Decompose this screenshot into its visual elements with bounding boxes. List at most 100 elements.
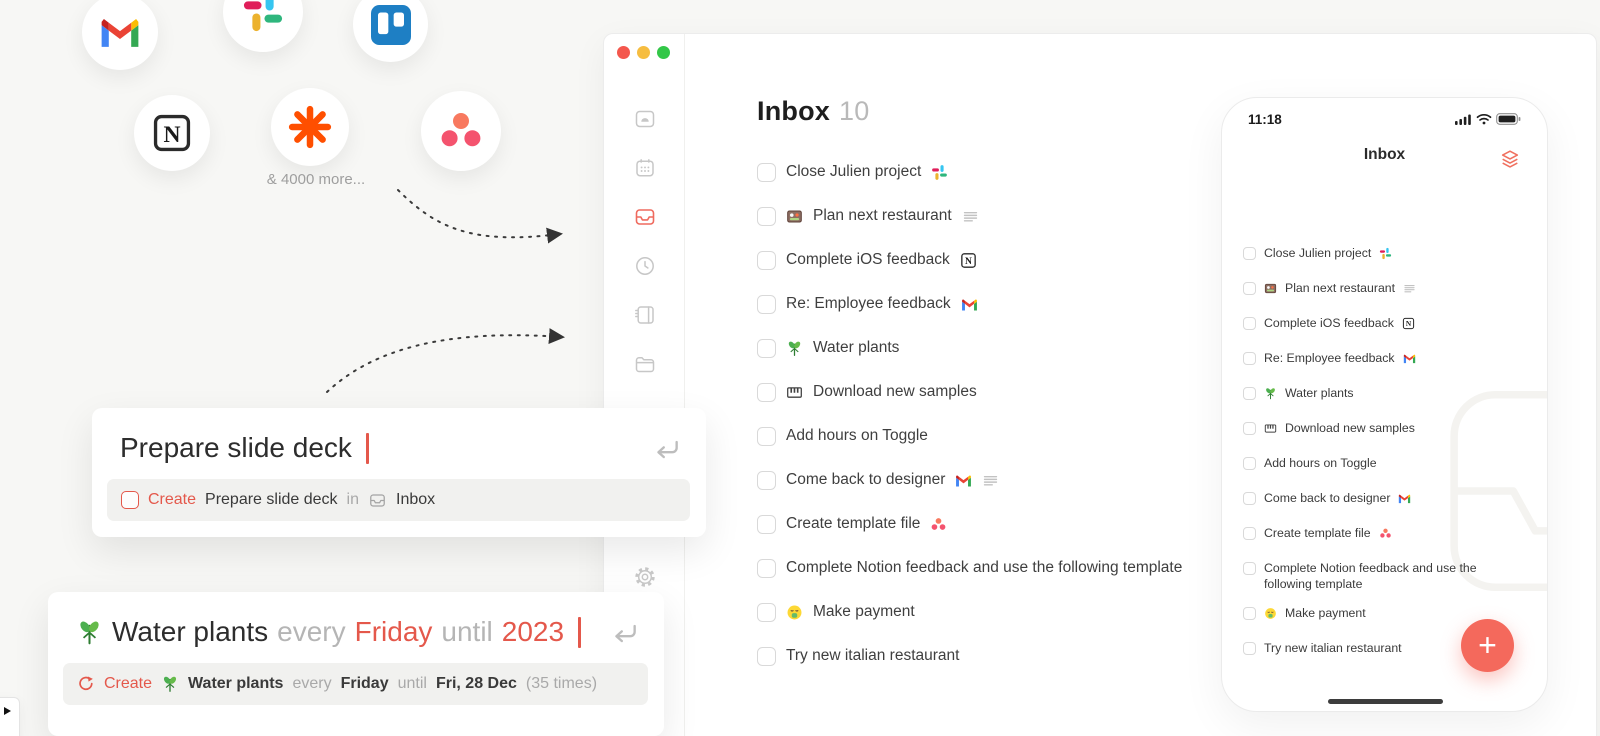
task-checkbox[interactable] (757, 514, 776, 534)
carousel-next-button[interactable] (0, 697, 20, 736)
quick-add-suggestion[interactable]: Create Prepare slide deck in Inbox (107, 479, 690, 521)
task-row[interactable]: Complete Notion feedback and use the fol… (1243, 560, 1525, 592)
task-label: Re: Employee feedback (1264, 351, 1395, 365)
task-checkbox[interactable] (1243, 247, 1256, 260)
task-row[interactable]: Re: Employee feedback (1243, 350, 1525, 372)
layers-icon[interactable] (1499, 148, 1521, 175)
token-dark: Water plants (112, 616, 269, 647)
task-row[interactable]: Create template file (757, 502, 1182, 546)
task-checkbox[interactable] (1243, 562, 1256, 575)
task-checkbox[interactable] (1243, 387, 1256, 400)
task-checkbox[interactable] (757, 470, 776, 490)
zoom-window-icon[interactable] (657, 46, 670, 59)
phone-status-bar: 11:18 (1222, 108, 1547, 130)
page-title: Inbox 10 (757, 96, 869, 127)
task-checkbox[interactable] (757, 602, 776, 622)
token-dark: Water plants (188, 675, 284, 692)
task-row[interactable]: Try new italian restaurant (757, 634, 1182, 678)
task-row[interactable]: Complete iOS feedback N (757, 238, 1182, 282)
task-label: Add hours on Toggle (786, 427, 928, 444)
task-row[interactable]: Make payment (1243, 605, 1525, 627)
task-row[interactable]: Try new italian restaurant (1243, 640, 1525, 662)
token-dark: Fri, 28 Dec (435, 675, 517, 692)
task-checkbox[interactable] (757, 426, 776, 446)
task-checkbox[interactable] (1243, 527, 1256, 540)
notion-icon: N (1402, 317, 1415, 330)
task-checkbox[interactable] (1243, 607, 1256, 620)
sidebar-item-folder-icon[interactable] (604, 339, 685, 388)
task-checkbox[interactable] (1243, 352, 1256, 365)
quick-add-recurring-suggestion[interactable]: Create Water plants every Friday until Fri, … (63, 663, 648, 705)
task-checkbox[interactable] (757, 646, 776, 666)
task-checkbox[interactable] (757, 338, 776, 358)
task-label: Plan next restaurant (813, 207, 952, 224)
close-window-icon[interactable] (617, 46, 630, 59)
money-icon (786, 604, 803, 621)
task-row[interactable]: Come back to designer (757, 458, 1182, 502)
task-label: Complete Notion feedback and use the fol… (786, 559, 1183, 576)
sidebar-item-journal-icon[interactable] (604, 290, 685, 339)
task-checkbox[interactable] (1243, 317, 1256, 330)
task-label: Come back to designer (786, 471, 946, 488)
task-label: Make payment (1285, 606, 1366, 620)
window-controls[interactable] (617, 46, 670, 59)
task-row[interactable]: Close Julien project (1243, 245, 1525, 267)
herb-icon (76, 619, 103, 646)
task-checkbox[interactable] (1243, 282, 1256, 295)
quick-add-recurring-input[interactable]: Water plants every Friday until 2023 (76, 616, 582, 648)
task-label: Complete iOS feedback (786, 251, 950, 268)
sidebar-item-clock-icon[interactable] (604, 241, 685, 290)
token-accent: Create (104, 675, 153, 692)
task-checkbox[interactable] (757, 294, 776, 314)
bento-icon (1264, 282, 1277, 295)
sidebar-item-inbox-icon[interactable] (604, 192, 685, 241)
sidebar-item-calendar-icon[interactable] (604, 143, 685, 192)
task-checkbox[interactable] (1243, 492, 1256, 505)
suggestion-destination: Inbox (396, 491, 436, 508)
task-row[interactable]: Plan next restaurant (1243, 280, 1525, 302)
task-checkbox[interactable] (757, 382, 776, 402)
task-row[interactable]: Re: Employee feedback (757, 282, 1182, 326)
asana-icon (930, 516, 947, 533)
quick-add-recurring-panel: Water plants every Friday until 2023 Create … (48, 592, 664, 736)
task-checkbox[interactable] (1243, 642, 1256, 655)
task-row[interactable]: Add hours on Toggle (1243, 455, 1525, 477)
inbox-tray-icon (368, 491, 387, 510)
task-checkbox[interactable] (757, 558, 776, 578)
task-checkbox[interactable] (1243, 457, 1256, 470)
token-muted: every (277, 616, 346, 647)
task-row[interactable]: Water plants (757, 326, 1182, 370)
minimize-window-icon[interactable] (637, 46, 650, 59)
task-row[interactable]: Water plants (1243, 385, 1525, 407)
quick-add-input[interactable]: Prepare slide deck (120, 432, 369, 464)
token-dark: Friday (340, 675, 389, 692)
task-row[interactable]: Complete Notion feedback and use the fol… (757, 546, 1182, 590)
task-row[interactable]: Add hours on Toggle (757, 414, 1182, 458)
sidebar-item-gallery-icon[interactable] (604, 94, 685, 143)
herb-icon (1264, 387, 1277, 400)
task-row[interactable]: Download new samples (1243, 420, 1525, 442)
task-row[interactable]: Complete iOS feedback N (1243, 315, 1525, 337)
task-row[interactable]: Download new samples (757, 370, 1182, 414)
inbox-title: Inbox (757, 96, 830, 126)
svg-text:N: N (965, 256, 972, 267)
notion-icon: N (960, 252, 977, 269)
task-checkbox[interactable] (757, 250, 776, 270)
task-row[interactable]: Plan next restaurant (757, 194, 1182, 238)
task-label: Complete iOS feedback (1264, 316, 1394, 330)
task-row[interactable]: Come back to designer (1243, 490, 1525, 512)
task-checkbox[interactable] (757, 206, 776, 226)
add-task-button[interactable]: + (1461, 619, 1514, 672)
task-checkbox[interactable] (1243, 422, 1256, 435)
task-label: Create template file (1264, 526, 1371, 540)
task-row[interactable]: Create template file (1243, 525, 1525, 547)
sidebar-item-settings[interactable] (604, 565, 685, 589)
task-checkbox[interactable] (757, 162, 776, 182)
task-list: Close Julien project Plan next restauran… (757, 150, 1182, 678)
play-arrow-icon (4, 707, 11, 715)
integrations-more-label: & 4000 more... (266, 171, 366, 188)
task-row[interactable]: Close Julien project (757, 150, 1182, 194)
task-label: Download new samples (1285, 421, 1415, 435)
token-muted: until (397, 675, 427, 692)
task-row[interactable]: Make payment (757, 590, 1182, 634)
